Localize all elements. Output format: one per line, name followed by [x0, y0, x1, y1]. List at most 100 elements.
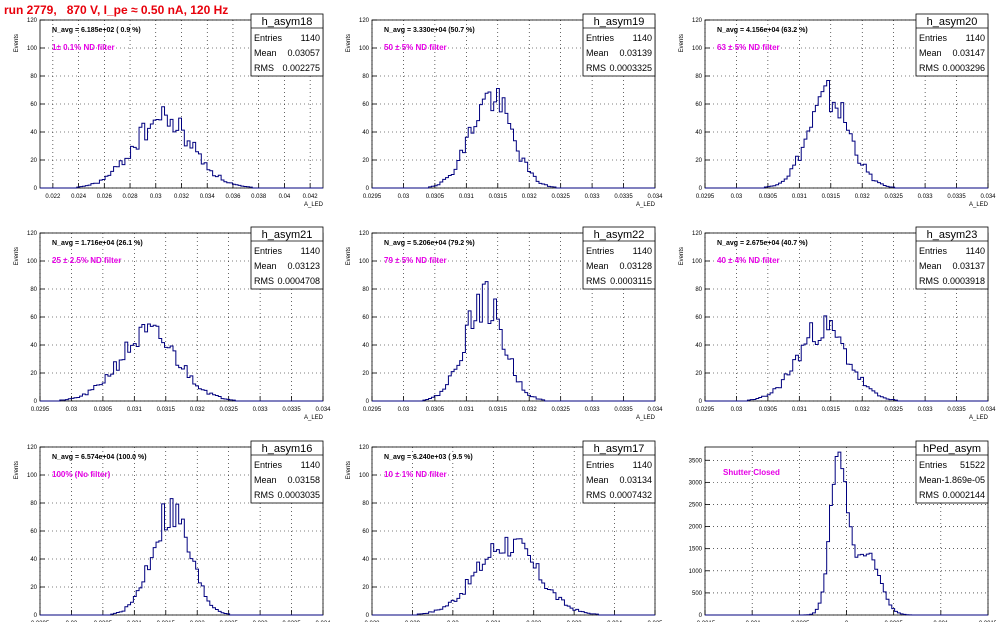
histogram-pad-h_asym17: 0.0280.0290.030.0310.0320.0330.0340.0350… — [346, 440, 663, 622]
x-tick-label: 0.0325 — [551, 194, 570, 200]
histogram-line — [705, 80, 988, 189]
filter-annotation: 50 ± 5% ND filter — [384, 43, 447, 52]
stats-label: Entries — [254, 246, 283, 256]
stats-box — [582, 13, 656, 77]
y-tick-label: 0 — [699, 186, 703, 192]
y-tick-label: 120 — [27, 445, 38, 451]
y-tick-label: 120 — [692, 231, 703, 237]
stats-value: 0.002275 — [282, 63, 320, 73]
y-tick-label: 40 — [30, 557, 37, 563]
navg-annotation: N_avg = 6.574e+04 (100.0 %) — [52, 454, 147, 461]
y-tick-label: 40 — [695, 130, 702, 136]
stats-label: Entries — [919, 460, 948, 470]
x-tick-label: 0.0325 — [884, 407, 903, 413]
x-axis-title: A_LED — [969, 415, 989, 421]
y-tick-label: 80 — [30, 74, 37, 80]
x-tick-label: 0.0295 — [31, 407, 50, 413]
y-tick-label: 2500 — [689, 502, 703, 508]
stats-label: Mean — [586, 48, 609, 58]
stats-value: 0.0002144 — [942, 490, 985, 500]
stats-label: Mean — [919, 48, 942, 58]
stats-value: 1140 — [966, 33, 985, 43]
stats-label: RMS — [919, 63, 939, 73]
stats-label: Mean — [586, 261, 609, 271]
navg-annotation: N_avg = 6.240e+03 ( 9.5 %) — [384, 454, 473, 461]
y-axis-title: Events — [679, 247, 685, 265]
stats-title: h_asym20 — [927, 16, 978, 28]
x-tick-label: 0.031 — [459, 194, 475, 200]
navg-annotation: N_avg = 3.330e+04 (50.7 %) — [384, 27, 475, 34]
stats-value: 0.0007432 — [609, 490, 652, 500]
stats-label: RMS — [254, 490, 274, 500]
x-tick-label: 0.03 — [731, 407, 743, 413]
stats-label: Entries — [586, 33, 615, 43]
stats-title: h_asym18 — [262, 16, 313, 28]
stats-value: 0.03134 — [619, 475, 652, 485]
y-tick-label: 100 — [359, 46, 370, 52]
filter-annotation: 10 ± 1% ND filter — [384, 470, 447, 479]
x-tick-label: 0.03 — [731, 194, 743, 200]
stats-title: h_asym17 — [594, 443, 645, 455]
x-tick-label: 0.0335 — [947, 194, 966, 200]
histogram-pad-h_asym21: 0.0295 0.03 0.0305 0.031 0.0315 0.032 0.0325 0.… — [14, 226, 331, 421]
x-tick-label: 0.038 — [251, 194, 267, 200]
stats-value: 0.0003115 — [610, 276, 652, 286]
x-tick-label: 0.034 — [980, 194, 996, 200]
y-tick-label: 80 — [695, 287, 702, 293]
y-tick-label: 20 — [30, 371, 37, 377]
x-tick-label: 0.0305 — [426, 407, 445, 413]
histogram-line — [372, 536, 655, 616]
stats-value: 1140 — [301, 246, 320, 256]
y-tick-label: 60 — [362, 315, 369, 321]
histogram-pad-h_asym16: 0.02950.030.03050.0310.03150.0320.03250.… — [14, 440, 331, 622]
stats-box — [250, 226, 324, 290]
x-tick-label: 0.0315 — [822, 407, 841, 413]
stats-box — [915, 226, 989, 290]
filter-annotation: Shutter Closed — [723, 468, 780, 477]
x-tick-label: 0.0295 — [696, 194, 715, 200]
histogram-line — [40, 106, 323, 189]
histogram-line — [372, 88, 655, 189]
x-tick-label: 0.0335 — [282, 407, 301, 413]
x-axis-title: A_LED — [636, 415, 656, 421]
x-tick-label: 0.0315 — [822, 194, 841, 200]
y-tick-label: 60 — [695, 102, 702, 108]
y-tick-label: 0 — [366, 186, 370, 192]
y-tick-label: 80 — [362, 501, 369, 507]
y-axis-title: Events — [346, 247, 352, 265]
y-tick-label: 500 — [692, 591, 703, 597]
y-tick-label: 80 — [30, 287, 37, 293]
y-tick-label: 0 — [34, 186, 38, 192]
page-title: run 2779, 870 V, I_pe ≈ 0.50 nA, 120 Hz — [4, 3, 229, 17]
x-tick-label: 0.034 — [315, 407, 331, 413]
y-axis-title: Events — [679, 34, 685, 52]
y-tick-label: 40 — [362, 343, 369, 349]
stats-value: 1140 — [966, 246, 985, 256]
y-tick-label: 100 — [27, 259, 38, 265]
x-tick-label: 0.022 — [45, 194, 61, 200]
y-tick-label: 100 — [359, 473, 370, 479]
stats-label: Entries — [586, 460, 615, 470]
x-tick-label: 0.033 — [585, 407, 601, 413]
x-tick-label: 0.0305 — [426, 194, 445, 200]
stats-title: h_asym23 — [927, 229, 978, 241]
stats-title: h_asym19 — [594, 16, 645, 28]
stats-box — [915, 440, 989, 504]
y-tick-label: 120 — [27, 18, 38, 24]
stats-box — [250, 13, 324, 77]
stats-label: RMS — [586, 63, 606, 73]
stats-label: Entries — [254, 33, 283, 43]
stats-value: 0.0003918 — [942, 276, 985, 286]
y-tick-label: 20 — [30, 585, 37, 591]
stats-label: RMS — [919, 490, 939, 500]
filter-annotation: 100% (No filter) — [52, 470, 111, 479]
stats-label: Mean — [919, 261, 942, 271]
x-tick-label: 0.031 — [792, 194, 808, 200]
x-tick-label: 0.034 — [647, 194, 663, 200]
x-tick-label: 0.031 — [459, 407, 475, 413]
y-tick-label: 60 — [695, 315, 702, 321]
histogram-line — [705, 315, 988, 402]
histogram-pad-h_asym20: 0.0295 0.03 0.0305 0.031 0.0315 0.032 0.0325 0.… — [679, 13, 996, 208]
y-tick-label: 20 — [695, 371, 702, 377]
